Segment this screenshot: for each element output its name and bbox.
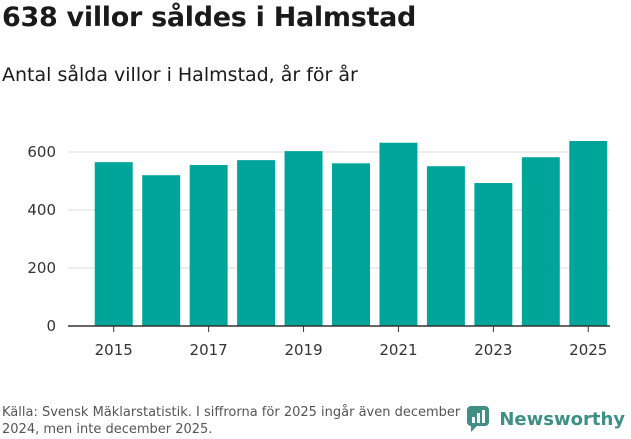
- y-tick-label: 200: [27, 259, 56, 277]
- chart-subtitle: Antal sålda villor i Halmstad, år för år: [2, 64, 358, 86]
- y-tick-label: 600: [27, 143, 56, 161]
- source-note: Källa: Svensk Mäklarstatistik. I siffror…: [2, 405, 461, 437]
- chart-title: 638 villor såldes i Halmstad: [2, 2, 417, 33]
- bar-2016: [142, 175, 181, 326]
- x-tick-label: 2023: [474, 341, 512, 359]
- bar-2017: [189, 165, 228, 326]
- bar-2020: [332, 163, 370, 326]
- x-tick-label: 2017: [190, 341, 228, 359]
- bar-2019: [284, 151, 323, 326]
- bar-chart: 0 200 400 600 2015 2017 2019 2021 2023 2025: [27, 140, 610, 359]
- x-tick-label: 2021: [379, 341, 417, 359]
- bar-2025: [569, 140, 608, 326]
- y-tick-label: 0: [46, 317, 56, 335]
- x-tick-label: 2025: [569, 341, 607, 359]
- bar-2015: [94, 162, 133, 326]
- bar-2023: [474, 183, 513, 326]
- brand-name: Newsworthy: [499, 408, 625, 430]
- y-tick-label: 400: [27, 201, 56, 219]
- x-tick-label: 2015: [95, 341, 133, 359]
- bar-2022: [426, 166, 465, 326]
- bar-2021: [379, 142, 418, 326]
- bar-2024: [521, 157, 560, 326]
- newsworthy-logo: Newsworthy: [467, 406, 625, 432]
- x-tick-label: 2019: [284, 341, 322, 359]
- bar-2018: [237, 160, 276, 326]
- newsworthy-logo-icon: [467, 406, 490, 432]
